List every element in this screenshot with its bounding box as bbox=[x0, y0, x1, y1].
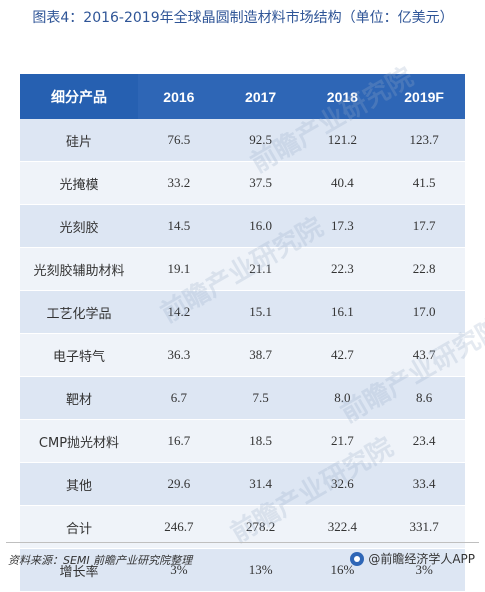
cell-value: 14.5 bbox=[138, 204, 220, 248]
table-row: 其他 29.6 31.4 32.6 33.4 bbox=[20, 462, 465, 506]
cell-value: 22.8 bbox=[383, 247, 465, 291]
cell-value: 7.5 bbox=[219, 376, 302, 420]
cell-value: 8.0 bbox=[301, 376, 384, 420]
table-row: 合计 246.7 278.2 322.4 331.7 bbox=[20, 505, 465, 549]
row-label: 工艺化学品 bbox=[20, 290, 138, 334]
header-product: 细分产品 bbox=[20, 74, 138, 119]
cell-value: 33.4 bbox=[383, 462, 465, 506]
cell-value: 23.4 bbox=[383, 419, 465, 463]
table-header-row: 细分产品 2016 2017 2018 2019F bbox=[20, 74, 465, 119]
header-2016: 2016 bbox=[138, 74, 220, 119]
table-row: 靶材 6.7 7.5 8.0 8.6 bbox=[20, 376, 465, 420]
table-row: 工艺化学品 14.2 15.1 16.1 17.0 bbox=[20, 290, 465, 334]
cell-value: 331.7 bbox=[383, 505, 465, 549]
cell-value: 36.3 bbox=[138, 333, 220, 377]
cell-value: 15.1 bbox=[219, 290, 302, 334]
brand-label: @前瞻经济学人APP bbox=[368, 552, 475, 566]
cell-value: 17.3 bbox=[301, 204, 384, 248]
cell-value: 43.7 bbox=[383, 333, 465, 377]
row-label: 光刻胶 bbox=[20, 204, 138, 248]
row-label: 靶材 bbox=[20, 376, 138, 420]
cell-value: 37.5 bbox=[219, 161, 302, 205]
table-row: 光刻胶 14.5 16.0 17.3 17.7 bbox=[20, 204, 465, 248]
footer-divider bbox=[6, 542, 479, 543]
cell-value: 322.4 bbox=[301, 505, 384, 549]
cell-value: 16.1 bbox=[301, 290, 384, 334]
cell-value: 16.0 bbox=[219, 204, 302, 248]
row-label: 其他 bbox=[20, 462, 138, 506]
cell-value: 29.6 bbox=[138, 462, 220, 506]
table-row: 光刻胶辅助材料 19.1 21.1 22.3 22.8 bbox=[20, 247, 465, 291]
cell-value: 33.2 bbox=[138, 161, 220, 205]
cell-value: 16.7 bbox=[138, 419, 220, 463]
table-row: 光掩模 33.2 37.5 40.4 41.5 bbox=[20, 161, 465, 205]
cell-value: 246.7 bbox=[138, 505, 220, 549]
row-label: CMP抛光材料 bbox=[20, 419, 138, 463]
row-label: 合计 bbox=[20, 505, 138, 549]
cell-value: 21.7 bbox=[301, 419, 384, 463]
table-row: CMP抛光材料 16.7 18.5 21.7 23.4 bbox=[20, 419, 465, 463]
cell-value: 17.0 bbox=[383, 290, 465, 334]
cell-value: 19.1 bbox=[138, 247, 220, 291]
table-row: 电子特气 36.3 38.7 42.7 43.7 bbox=[20, 333, 465, 377]
header-2018: 2018 bbox=[301, 74, 384, 119]
row-label: 光刻胶辅助材料 bbox=[20, 247, 138, 291]
page-title: 图表4：2016-2019年全球晶圆制造材料市场结构（单位：亿美元） bbox=[32, 10, 454, 26]
cell-value: 121.2 bbox=[301, 119, 384, 162]
cell-value: 38.7 bbox=[219, 333, 302, 377]
cell-value: 18.5 bbox=[219, 419, 302, 463]
cell-value: 92.5 bbox=[219, 119, 302, 162]
cell-value: 76.5 bbox=[138, 119, 220, 162]
row-label: 硅片 bbox=[20, 119, 138, 162]
cell-value: 42.7 bbox=[301, 333, 384, 377]
row-label: 电子特气 bbox=[20, 333, 138, 377]
cell-value: 32.6 bbox=[301, 462, 384, 506]
cell-value: 14.2 bbox=[138, 290, 220, 334]
cell-value: 13% bbox=[219, 548, 302, 592]
row-label: 光掩模 bbox=[20, 161, 138, 205]
cell-value: 8.6 bbox=[383, 376, 465, 420]
cell-value: 40.4 bbox=[301, 161, 384, 205]
header-2019f: 2019F bbox=[383, 74, 465, 119]
cell-value: 17.7 bbox=[383, 204, 465, 248]
cell-value: 123.7 bbox=[383, 119, 465, 162]
header-2017: 2017 bbox=[219, 74, 302, 119]
cell-value: 22.3 bbox=[301, 247, 384, 291]
cell-value: 6.7 bbox=[138, 376, 220, 420]
source-note: 资料来源：SEMI 前瞻产业研究院整理 bbox=[8, 554, 193, 567]
table-row: 硅片 76.5 92.5 121.2 123.7 bbox=[20, 119, 465, 162]
cell-value: 21.1 bbox=[219, 247, 302, 291]
brand-logo-icon bbox=[350, 551, 365, 566]
brand-credit: @前瞻经济学人APP bbox=[350, 550, 475, 567]
market-structure-table: 细分产品 2016 2017 2018 2019F 硅片 76.5 92.5 1… bbox=[20, 74, 465, 592]
cell-value: 41.5 bbox=[383, 161, 465, 205]
cell-value: 278.2 bbox=[219, 505, 302, 549]
cell-value: 31.4 bbox=[219, 462, 302, 506]
